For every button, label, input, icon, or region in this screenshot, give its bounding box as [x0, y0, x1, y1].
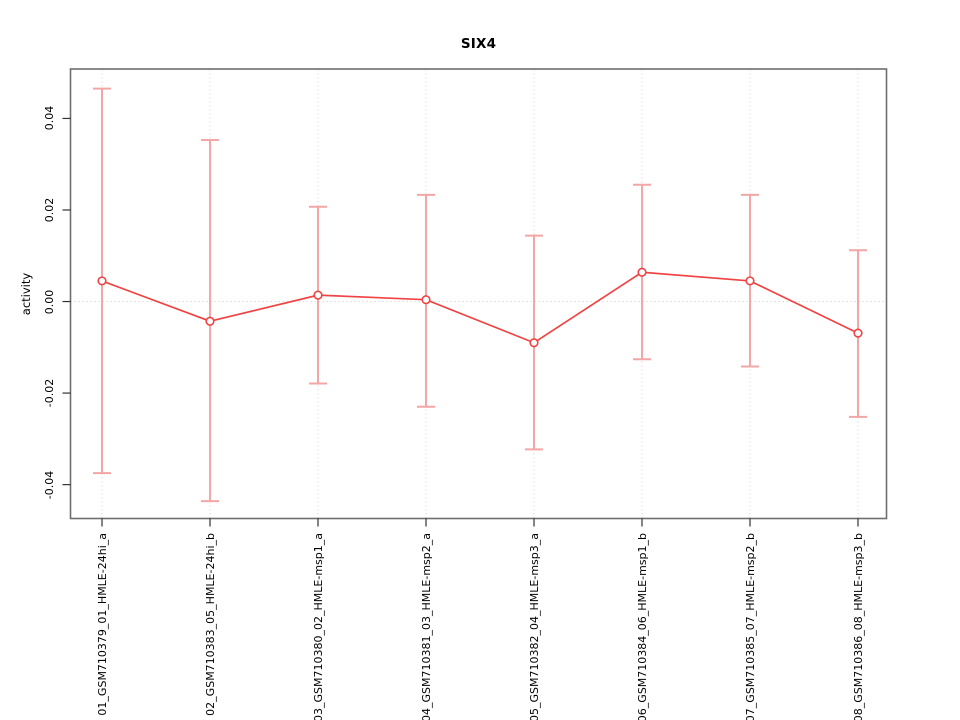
series-line [101, 271, 859, 344]
x-tick-label: 02_GSM710383_05_HMLE-24hi_b [203, 533, 217, 716]
x-tick-label: 05_GSM710382_04_HMLE-msp3_a [527, 533, 541, 720]
chart-title: SIX4 [460, 36, 497, 52]
data-point-marker [421, 295, 431, 305]
y-tick-label: 0.02 [43, 197, 56, 223]
x-tick-label: 01_GSM710379_01_HMLE-24hi_a [95, 533, 109, 716]
y-tick-label: -0.04 [43, 470, 56, 499]
x-tick-label: 08_GSM710386_08_HMLE-msp3_b [851, 533, 865, 720]
plot-box [69, 68, 888, 520]
data-point-marker [529, 338, 539, 348]
y-tick-label: -0.02 [43, 378, 56, 408]
y-tick-label: 0.04 [43, 106, 56, 131]
data-point-marker [205, 316, 215, 326]
data-point-marker [313, 290, 323, 300]
data-point-marker [97, 276, 107, 286]
data-point-marker [853, 328, 863, 338]
x-tick-label: 07_GSM710385_07_HMLE-msp2_b [743, 533, 757, 720]
y-tick-label: 0.00 [43, 289, 56, 314]
data-point-marker [745, 276, 755, 286]
x-tick-label: 04_GSM710381_03_HMLE-msp2_a [419, 533, 433, 720]
x-tick-label: 06_GSM710384_06_HMLE-msp1_b [635, 533, 649, 720]
x-tick-label: 03_GSM710380_02_HMLE-msp1_a [311, 533, 325, 720]
data-point-marker [637, 267, 647, 277]
